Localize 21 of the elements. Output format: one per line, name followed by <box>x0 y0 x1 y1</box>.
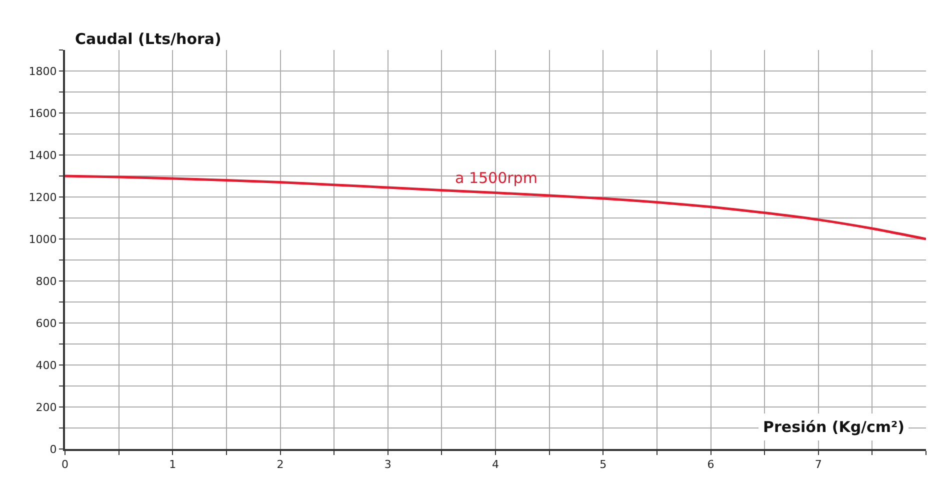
x-tick-label: 5 <box>600 458 607 472</box>
series-label: a 1500rpm <box>455 169 538 187</box>
y-tick-label: 1200 <box>28 190 57 204</box>
x-tick-label: 1 <box>169 458 176 472</box>
y-tick-label: 1600 <box>28 106 57 120</box>
x-axis-title: Presión (Kg/cm²) <box>763 418 904 436</box>
y-tick-label: 600 <box>36 316 57 330</box>
x-tick-label: 3 <box>384 458 392 472</box>
x-tick-label: 0 <box>62 458 68 472</box>
y-tick-label: 1400 <box>28 148 57 162</box>
y-tick-label: 0 <box>50 442 57 456</box>
y-tick-label: 1000 <box>28 232 57 246</box>
y-tick-label: 800 <box>36 274 57 288</box>
x-tick-label: 7 <box>814 458 822 472</box>
y-axis-title: Caudal (Lts/hora) <box>75 30 222 48</box>
y-tick-label: 1800 <box>28 64 57 78</box>
y-tick-label: 400 <box>36 358 57 372</box>
x-tick-label: 2 <box>276 458 284 472</box>
x-tick-label: 6 <box>707 458 714 472</box>
x-tick-label: 4 <box>492 458 499 472</box>
y-tick-label: 200 <box>36 400 57 414</box>
